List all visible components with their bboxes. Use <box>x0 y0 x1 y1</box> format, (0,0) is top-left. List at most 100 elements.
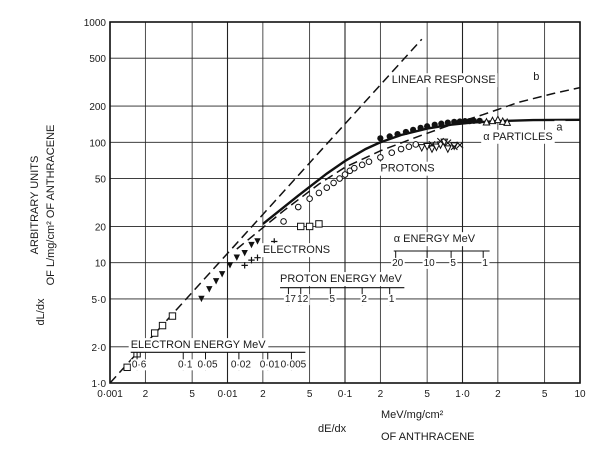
proton-energy-tick-label-bg <box>328 294 337 306</box>
point-protons <box>427 145 437 154</box>
y-tick-label: 200 <box>89 102 106 113</box>
point-electrons-filled <box>248 241 255 249</box>
annotation-electrons-bg <box>260 243 333 258</box>
point-protons <box>444 139 452 147</box>
point-protons <box>450 143 458 151</box>
point-electrons <box>168 312 177 320</box>
annotation-electrons: ELECTRONS <box>263 244 330 256</box>
x-axis-units-line2: OF ANTHRACENE <box>381 431 475 443</box>
y-tick-label: 500 <box>89 54 106 65</box>
x-tick-label: 5 <box>189 389 195 400</box>
x-axis-label: dE/dx <box>318 423 347 435</box>
annotation-protons: PROTONS <box>380 163 434 175</box>
y-axis-short-label: dL/dx <box>35 298 47 325</box>
point-protons <box>377 154 384 161</box>
x-tick-label: 2 <box>260 389 266 400</box>
point-protons <box>306 195 313 203</box>
electron-energy-tick-label: 0·005 <box>281 359 307 370</box>
point-electrons-filled <box>198 295 205 303</box>
x-tick-label: 2 <box>378 389 384 400</box>
alpha-energy-tick-label: 5 <box>450 258 456 269</box>
proton-energy-tick-label-bg <box>283 294 298 306</box>
point-particles <box>476 117 483 124</box>
point-electrons <box>241 262 248 269</box>
proton-energy-tick-label-bg <box>387 294 396 306</box>
curve-b <box>236 86 581 250</box>
alpha-energy-tick-label: 10 <box>424 258 436 269</box>
electron-energy-tick-label-bg <box>279 359 308 371</box>
point-electrons <box>297 222 305 231</box>
point-particles <box>488 116 497 125</box>
x-tick-label: 5 <box>307 389 313 400</box>
point-protons <box>456 141 464 149</box>
point-protons <box>417 144 426 153</box>
y-tick-label: 1000 <box>84 18 107 29</box>
x-tick-label: 2 <box>143 389 149 400</box>
point-particles <box>444 119 451 126</box>
electron-energy-tick-label: 0·6 <box>132 359 147 370</box>
x-tick-label: 0·001 <box>97 389 123 400</box>
annotation-particles: α PARTICLES <box>483 131 553 143</box>
electron-energy-tick-label-bg <box>229 359 253 371</box>
point-electrons-filled <box>241 249 248 257</box>
proton-energy-title: PROTON ENERGY MeV <box>280 273 403 285</box>
electron-energy-tick-label: 0·05 <box>198 359 218 370</box>
point-electrons-filled <box>212 278 220 285</box>
annotation-a: a <box>556 122 563 134</box>
point-particles <box>424 123 431 130</box>
point-particles <box>377 135 384 142</box>
alpha-energy-tick-label: 20 <box>392 258 404 269</box>
point-protons <box>436 137 445 145</box>
proton-energy-tick-label-bg <box>296 294 310 306</box>
point-protons <box>412 141 420 148</box>
electron-energy-tick-label-bg <box>177 359 194 371</box>
point-particles <box>493 115 502 124</box>
point-protons <box>341 171 349 178</box>
point-electrons-filled <box>254 238 261 245</box>
alpha-energy-tick-label-bg <box>391 257 405 269</box>
proton-energy-tick-label: 1 <box>389 294 395 305</box>
x-tick-label: 1·0 <box>455 389 470 400</box>
annotation-linear-response: LINEAR RESPONSE <box>392 74 496 86</box>
proton-energy-tick-label: 17 <box>285 294 297 305</box>
proton-energy-tick-label: 5 <box>330 294 336 305</box>
point-protons <box>358 161 366 169</box>
alpha-energy-title: α ENERGY MeV <box>394 233 476 245</box>
point-protons <box>330 179 337 187</box>
electron-energy-tick-label: 0·01 <box>260 359 280 370</box>
electron-energy-tick-label: 0·02 <box>231 359 251 370</box>
x-tick-label: 2 <box>495 389 501 400</box>
point-particles <box>503 117 512 126</box>
point-protons <box>280 218 287 225</box>
point-protons <box>405 143 413 150</box>
electron-energy-tick-label-bg <box>130 359 148 371</box>
point-particles <box>498 116 507 125</box>
y-tick-label: 5·0 <box>92 295 107 306</box>
electron-energy-tick-label-bg <box>196 359 219 371</box>
point-electrons <box>150 329 159 337</box>
alpha-energy-tick-label-bg <box>422 257 437 269</box>
y-axis-label-line2: OF L/mg/cm² OF ANTHRACENE <box>45 125 57 286</box>
y-axis-label-line1: ARBITRARY UNITS <box>29 156 41 255</box>
annotation-protons-bg <box>378 161 437 176</box>
proton-energy-title-bg <box>278 272 405 287</box>
point-protons <box>315 189 323 197</box>
point-particles <box>431 121 438 128</box>
alpha-energy-tick-label-bg <box>481 257 490 269</box>
electron-energy-title-bg <box>128 338 269 353</box>
y-tick-label: 20 <box>95 222 107 233</box>
point-electrons-filled <box>233 254 241 261</box>
x-tick-label: 10 <box>574 389 586 400</box>
electron-energy-title: ELECTRON ENERGY MeV <box>131 339 267 351</box>
point-electrons <box>123 363 131 372</box>
point-particles <box>438 120 445 127</box>
point-protons <box>397 145 405 153</box>
y-tick-label: 50 <box>95 175 107 186</box>
y-tick-label: 100 <box>89 138 106 149</box>
point-protons <box>365 158 373 166</box>
point-electrons-filled <box>226 262 234 269</box>
point-particles <box>451 118 458 125</box>
point-protons <box>351 164 358 172</box>
point-electrons-filled <box>218 271 226 278</box>
